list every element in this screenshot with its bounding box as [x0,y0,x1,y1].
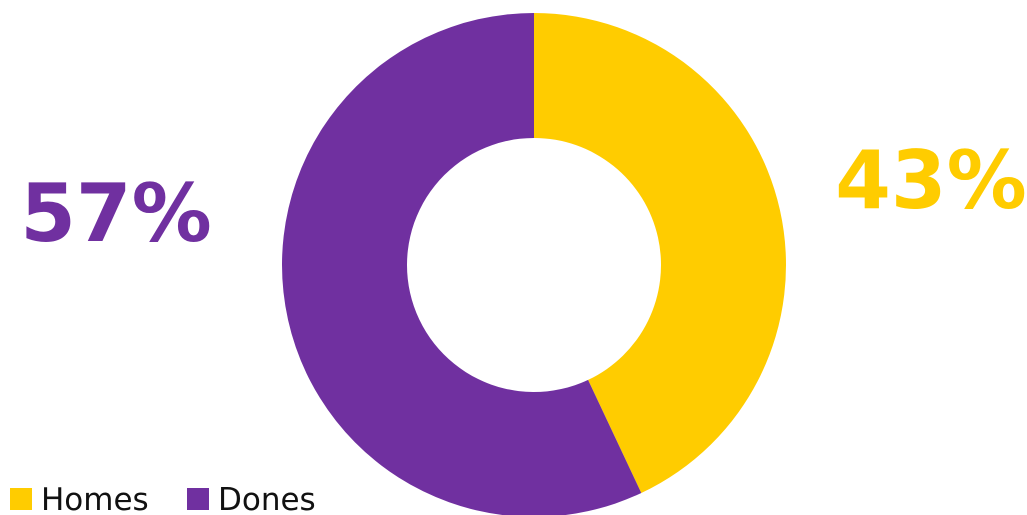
legend-swatch-dones [187,488,209,510]
legend-swatch-homes [10,488,32,510]
donut-slices [282,13,786,515]
legend: Homes Dones [10,482,316,515]
data-label-homes: 43% [835,134,1026,227]
legend-label-dones: Dones [218,482,316,515]
donut-slice-homes [534,13,786,494]
legend-label-homes: Homes [41,482,149,515]
data-label-dones: 57% [20,167,211,260]
donut-slice-dones [282,13,642,515]
